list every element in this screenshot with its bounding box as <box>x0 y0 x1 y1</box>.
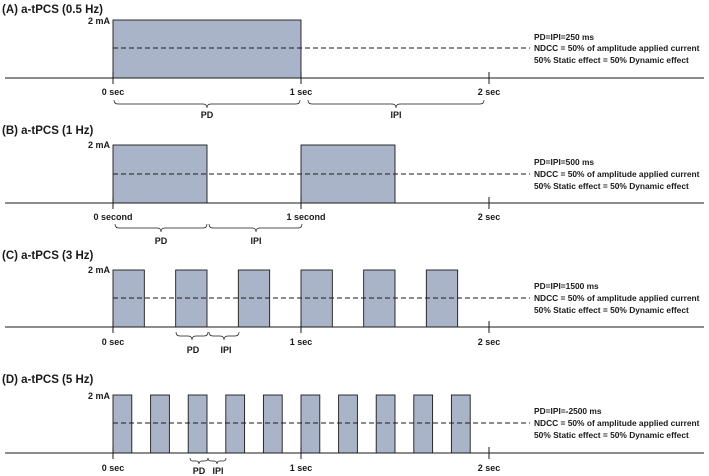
panel-a-amplitude-label: 2 mA <box>88 16 111 26</box>
panel-d-pd-bracket <box>189 457 209 465</box>
panel-b-tick-label-2: 2 sec <box>478 212 501 222</box>
panel-a: (A) a-tPCS (0.5 Hz) 2 mA 0 sec 1 sec 2 s… <box>2 4 704 120</box>
panel-c-tick-label-0: 0 sec <box>102 337 125 347</box>
panel-c-pd-label: PD <box>187 345 200 355</box>
panel-a-tick-label-2: 2 sec <box>478 87 501 97</box>
panel-d-pulses <box>112 394 471 454</box>
panel-b-pd-bracket <box>114 223 208 233</box>
panel-b-note-2: NDCC = 50% of amplitude applied current <box>534 169 700 179</box>
panel-d-pulse-6 <box>300 394 321 454</box>
panel-d-pulse-9 <box>413 394 434 454</box>
panel-a-note-3: 50% Static effect = 50% Dynamic effect <box>534 55 689 65</box>
panel-c-title: (C) a-tPCS (3 Hz) <box>2 250 94 262</box>
panel-d-pulse-7 <box>338 394 358 454</box>
panel-c-amplitude-label: 2 mA <box>88 265 111 275</box>
panel-c-ipi-label: IPI <box>220 345 231 355</box>
panel-a-pulses <box>112 19 302 79</box>
panel-b: (B) a-tPCS (1 Hz) 2 mA 0 second 1 second… <box>2 125 704 246</box>
panel-d-pulse-4 <box>225 394 246 454</box>
panel-d-ipi-label: IPI <box>212 466 223 476</box>
panel-d-pulse-1 <box>112 394 133 454</box>
panel-b-ipi-label: IPI <box>250 236 261 246</box>
panel-c-tick-label-1: 1 sec <box>290 337 313 347</box>
panel-a-tick-label-1: 1 sec <box>290 87 313 97</box>
panel-a-tick-label-0: 0 sec <box>102 87 125 97</box>
panel-c-ipi-bracket <box>208 331 240 341</box>
panel-c-note-2: NDCC = 50% of amplitude applied current <box>534 293 700 303</box>
panel-a-pd-label: PD <box>201 110 214 120</box>
panel-d-pulse-10 <box>450 394 471 454</box>
panel-d-note-2: NDCC = 50% of amplitude applied current <box>534 418 700 428</box>
panel-d-tick-label-0: 0 sec <box>102 463 125 473</box>
panel-c-note-1: PD=IPI=1500 ms <box>534 281 599 291</box>
panel-c-pulses <box>112 269 459 328</box>
panel-c-pulse-6 <box>425 269 459 328</box>
panel-d: (D) a-tPCS (5 Hz) 2 mA 0 sec 1 sec 2 sec… <box>2 374 704 476</box>
panel-a-note-2: NDCC = 50% of amplitude applied current <box>534 43 700 53</box>
panel-d-pulse-2 <box>150 394 170 454</box>
panel-a-ipi-label: IPI <box>390 110 401 120</box>
panel-c-pulse-1 <box>112 269 145 328</box>
panel-d-pulse-3 <box>187 394 208 454</box>
panel-c-pulse-2 <box>175 269 208 328</box>
panel-b-note-1: PD=IPI=500 ms <box>534 157 594 167</box>
panel-b-note-3: 50% Static effect = 50% Dynamic effect <box>534 181 689 191</box>
panel-d-note-3: 50% Static effect = 50% Dynamic effect <box>534 430 689 440</box>
panel-b-ipi-bracket <box>208 223 303 233</box>
panel-a-note-1: PD=IPI=250 ms <box>534 32 594 42</box>
panel-b-title: (B) a-tPCS (1 Hz) <box>2 125 94 137</box>
panel-d-pulse-8 <box>375 394 396 454</box>
panel-d-tick-label-1: 1 sec <box>290 463 313 473</box>
panel-d-pulse-5 <box>262 394 283 454</box>
panel-d-ipi-bracket <box>207 457 227 465</box>
panel-c-pulse-5 <box>363 269 396 328</box>
panel-a-ipi-bracket <box>307 99 485 109</box>
panel-c-pd-bracket <box>175 331 209 341</box>
panel-d-note-1: PD=IPI=-2500 ms <box>534 406 602 416</box>
panel-d-amplitude-label: 2 mA <box>88 391 111 401</box>
panel-d-tick-label-2: 2 sec <box>478 463 501 473</box>
panel-c-pulse-4 <box>300 269 333 328</box>
panel-a-title: (A) a-tPCS (0.5 Hz) <box>2 4 103 16</box>
panel-b-tick-label-0: 0 second <box>93 212 132 222</box>
panel-a-pd-bracket <box>113 99 301 109</box>
panel-c-pulse-3 <box>237 269 271 328</box>
panel-b-pulse-1 <box>112 144 208 204</box>
panel-c: (C) a-tPCS (3 Hz) 2 mA 0 sec 1 sec 2 sec… <box>2 250 704 355</box>
panel-b-amplitude-label: 2 mA <box>88 140 111 150</box>
panel-b-tick-label-1: 1 second <box>286 212 325 222</box>
panel-d-pd-label: PD <box>193 466 206 476</box>
panel-a-pulse-1 <box>112 19 302 79</box>
panel-d-title: (D) a-tPCS (5 Hz) <box>2 374 94 386</box>
panel-b-pd-label: PD <box>155 236 168 246</box>
panel-c-note-3: 50% Static effect = 50% Dynamic effect <box>534 305 689 315</box>
panel-c-tick-label-2: 2 sec <box>478 337 501 347</box>
